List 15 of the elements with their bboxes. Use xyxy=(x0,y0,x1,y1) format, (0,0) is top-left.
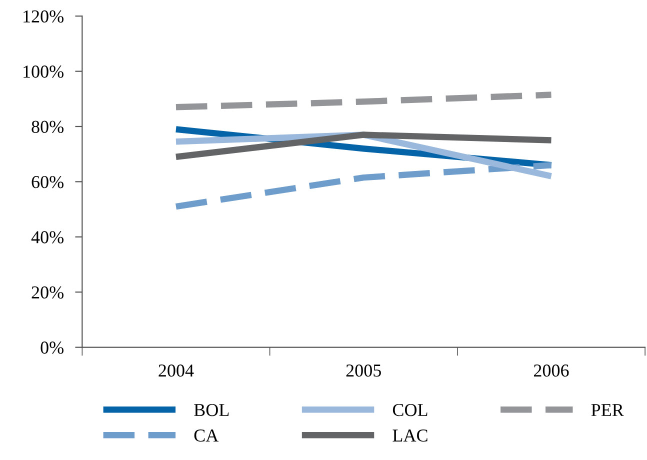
x-tick-label: 2006 xyxy=(534,364,569,377)
y-tick-label: 60% xyxy=(32,176,64,188)
y-tick-label: 40% xyxy=(31,231,64,244)
legend-label: CA xyxy=(194,429,219,442)
legend-label: PER xyxy=(591,404,624,416)
y-tick-label: 0% xyxy=(40,342,64,354)
y-tick-label: 80% xyxy=(32,120,64,133)
x-tick-label: 2004 xyxy=(158,364,194,377)
x-tick-label: 2005 xyxy=(346,364,381,377)
y-tick-label: 20% xyxy=(32,286,64,299)
legend-label: COL xyxy=(392,404,428,416)
y-tick-label: 100% xyxy=(24,66,64,78)
y-tick-label: 120% xyxy=(24,10,64,23)
legend-label: LAC xyxy=(392,429,428,442)
legend-label: BOL xyxy=(194,404,229,416)
